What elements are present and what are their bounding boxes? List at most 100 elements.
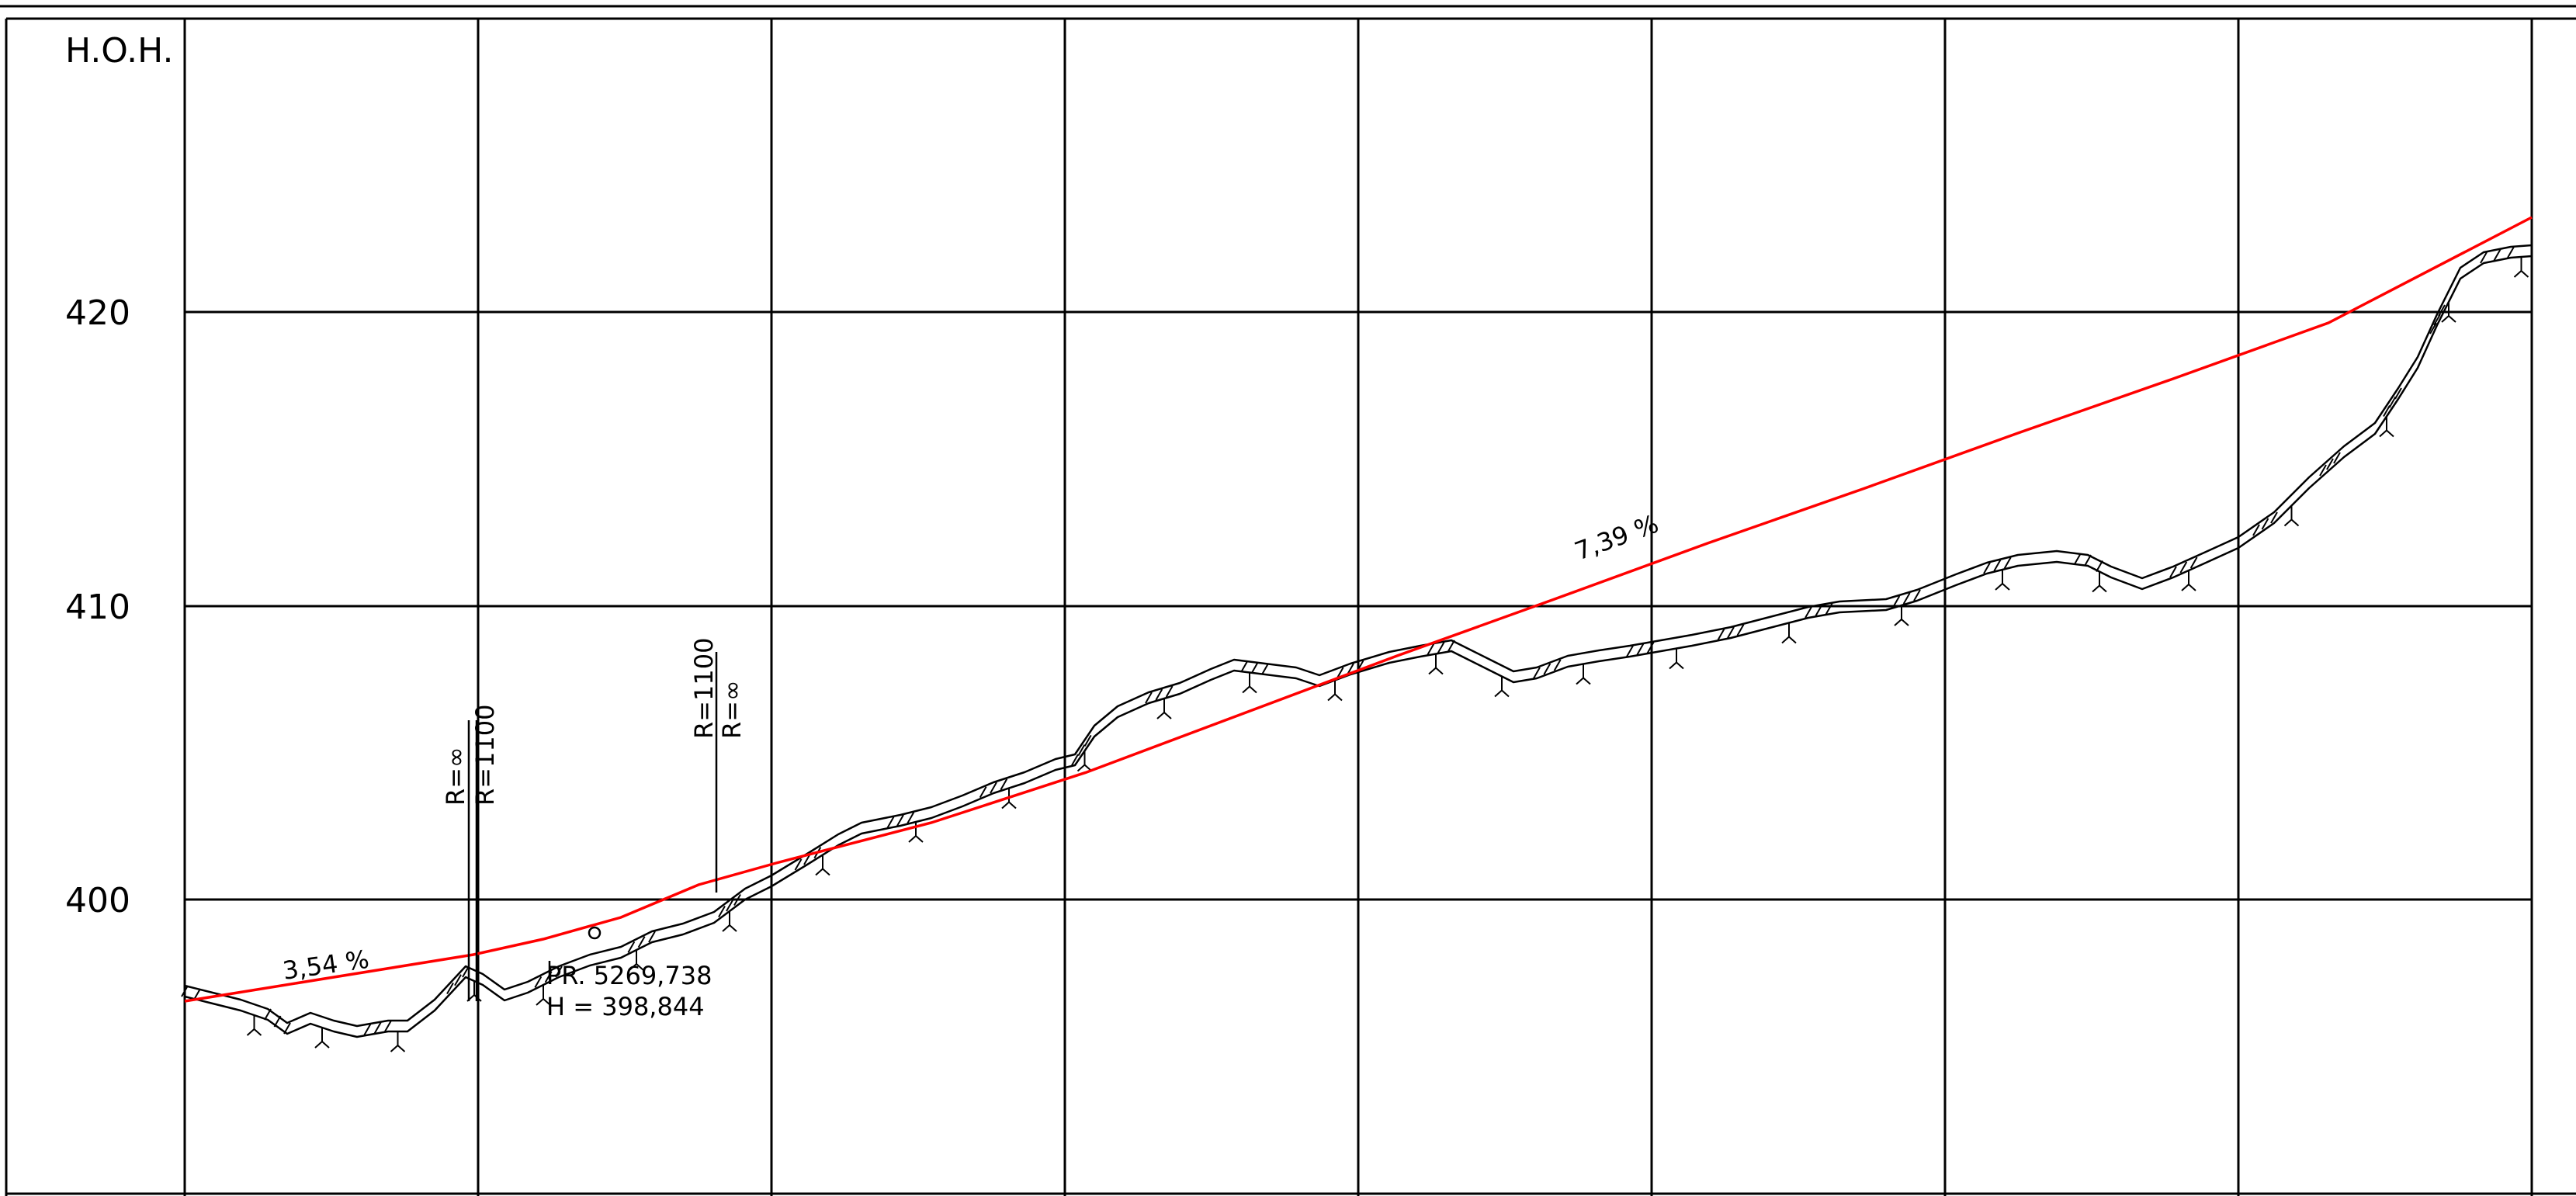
terrain-hatch-mark <box>2333 452 2341 464</box>
terrain-slope-tick <box>2513 257 2529 278</box>
curve-marker-2-lower: R=∞ <box>717 680 747 739</box>
terrain-hatch-mark <box>384 1020 392 1032</box>
terrain-slope-tick <box>2181 570 2196 591</box>
slope-label-right: 7,39 % <box>1571 509 1662 567</box>
terrain-hatch-mark <box>193 988 201 1000</box>
terrain-profile <box>181 244 2533 1052</box>
curve-marker-1: R=∞ R=1100 <box>441 705 500 1001</box>
terrain-hatch-mark <box>2169 566 2177 578</box>
terrain-hatch-mark <box>544 971 553 983</box>
terrain-hatch-mark <box>726 900 733 912</box>
terrain-slope-tick <box>2379 416 2394 438</box>
vertex-annotation: PR. 5269,738 H = 398,844 <box>546 926 712 1021</box>
terrain-hatch-mark <box>2003 556 2012 569</box>
drawing-frame <box>0 5 2576 1196</box>
terrain-bottom-line <box>184 255 2533 1038</box>
terrain-hatch-mark <box>1240 660 1249 673</box>
terrain-hatch-mark <box>1913 589 1921 601</box>
grid <box>183 19 2533 1196</box>
terrain-hatch-mark <box>2270 511 2278 524</box>
terrain-slope-tick <box>1669 648 1684 670</box>
terrain-hatch-mark <box>1717 629 1725 640</box>
terrain-hatch-mark <box>1993 560 2002 572</box>
terrain-hatch-mark <box>2493 249 2501 261</box>
terrain-hatch-mark <box>1145 692 1153 704</box>
terrain-hatch-mark <box>1646 641 1655 653</box>
curve-marker-2: R=1100 R=∞ <box>689 638 747 893</box>
terrain-slope-tick <box>314 1028 330 1049</box>
terrain-hatch-mark <box>534 976 543 988</box>
terrain-slope-tick <box>629 950 644 971</box>
terrain-hatch-mark <box>733 894 741 906</box>
terrain-hatching <box>181 246 2515 1036</box>
terrain-hatch-mark <box>1553 659 1562 671</box>
vertex-height: H = 398,844 <box>546 992 705 1021</box>
terrain-hatch-mark <box>1155 688 1163 701</box>
terrain-hatch-mark <box>2189 556 2198 569</box>
terrain-hatch-mark <box>2073 553 2082 565</box>
terrain-slope-tick <box>815 855 830 876</box>
terrain-hatch-mark <box>1543 663 1551 675</box>
terrain-hatch-mark <box>2179 561 2188 574</box>
terrain-slope-tick <box>722 911 737 932</box>
terrain-hatch-mark <box>446 983 454 994</box>
terrain-hatch-mark <box>886 816 895 828</box>
vertex-station: PR. 5269,738 <box>546 961 712 990</box>
terrain-slope-tick <box>1327 680 1343 702</box>
terrain-hatch-mark <box>2326 458 2334 470</box>
terrain-hatch-mark <box>1636 643 1645 656</box>
terrain-hatch-mark <box>1437 641 1445 653</box>
terrain-hatch-mark <box>979 786 987 799</box>
curve-marker-1-upper: R=∞ <box>441 747 470 806</box>
terrain-hatch-mark <box>1892 595 1901 608</box>
terrain-hatch-mark <box>1071 754 1079 766</box>
terrain-hatch-mark <box>2480 251 2488 264</box>
terrain-hatch-mark <box>1000 778 1008 791</box>
terrain-hatch-mark <box>2394 387 2402 400</box>
terrain-hatch-mark <box>2383 405 2391 417</box>
y-label-410: 410 <box>65 588 130 627</box>
y-label-400: 400 <box>65 881 130 920</box>
terrain-slope-tick <box>2092 571 2107 593</box>
curve-marker-1-lower: R=1100 <box>470 705 500 806</box>
terrain-hatch-mark <box>1727 626 1735 639</box>
terrain-hatch-mark <box>2252 524 2260 536</box>
terrain-hatch-mark <box>1805 606 1812 619</box>
terrain-slope-tick <box>246 1015 262 1036</box>
terrain-hatch-mark <box>454 974 462 986</box>
terrain-ticks <box>246 257 2529 1052</box>
terrain-hatch-mark <box>273 1015 282 1028</box>
terrain-hatch-mark <box>1447 640 1455 652</box>
terrain-hatch-mark <box>264 1008 272 1021</box>
terrain-slope-tick <box>1077 751 1093 772</box>
terrain-hatch-mark <box>363 1024 372 1036</box>
terrain-hatch-mark <box>1165 685 1174 698</box>
terrain-hatch-mark <box>718 906 726 917</box>
terrain-hatch-mark <box>896 814 904 827</box>
terrain-slope-tick <box>1156 699 1172 719</box>
terrain-slope-tick <box>1781 622 1797 644</box>
grade-line <box>184 216 2533 1003</box>
y-label-420: 420 <box>65 293 130 333</box>
terrain-hatch-mark <box>1815 605 1823 617</box>
terrain-hatch-mark <box>2319 464 2327 477</box>
terrain-hatch-mark <box>2261 518 2269 530</box>
terrain-hatch-mark <box>2438 304 2446 317</box>
terrain-hatch-mark <box>907 812 915 824</box>
terrain-slope-tick <box>1428 653 1444 675</box>
terrain-hatch-mark <box>373 1021 382 1034</box>
terrain-hatch-mark <box>990 782 997 794</box>
curve-marker-2-upper: R=1100 <box>689 638 719 739</box>
vertex-point <box>588 926 602 940</box>
terrain-slope-tick <box>908 822 924 843</box>
terrain-hatch-mark <box>1626 645 1634 657</box>
terrain-hatch-mark <box>462 965 470 978</box>
terrain-hatch-mark <box>1261 663 1269 675</box>
terrain-slope-tick <box>390 1031 406 1052</box>
terrain-slope-tick <box>1894 605 1909 626</box>
terrain-slope-tick <box>2283 505 2300 527</box>
terrain-hatch-mark <box>1825 602 1833 615</box>
terrain-hatch-mark <box>2096 560 2103 572</box>
slope-label-left: 3,54 % <box>281 945 371 986</box>
